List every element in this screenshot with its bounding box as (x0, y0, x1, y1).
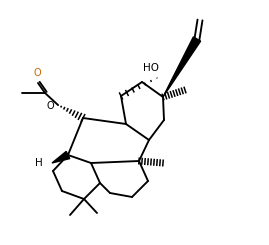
Text: H: H (35, 158, 43, 168)
Text: O: O (46, 101, 54, 111)
Text: O: O (33, 68, 41, 78)
Text: HO: HO (143, 63, 159, 73)
Polygon shape (163, 37, 201, 97)
Polygon shape (52, 151, 70, 163)
